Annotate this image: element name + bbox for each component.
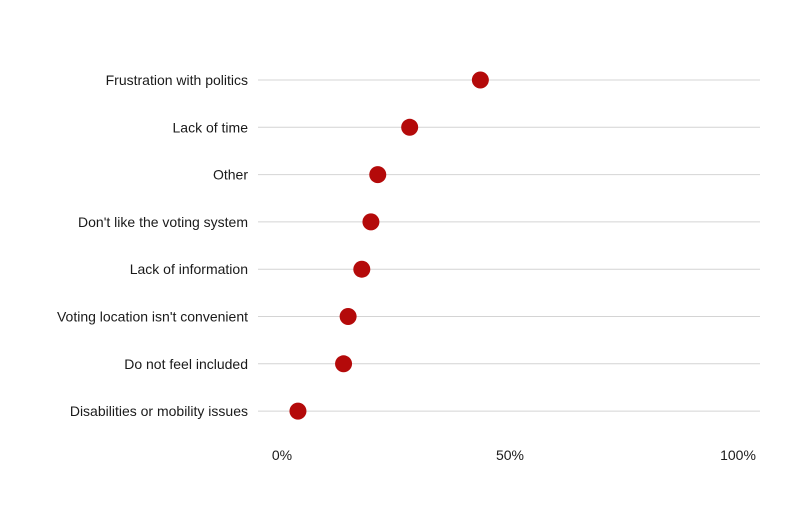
x-tick-label-100: 100% bbox=[720, 447, 756, 463]
category-label-voting-location-isn-t-convenient: Voting location isn't convenient bbox=[57, 309, 248, 325]
data-point-lack-of-time bbox=[401, 118, 419, 136]
category-label-do-not-feel-included: Do not feel included bbox=[124, 356, 248, 372]
data-point-disabilities-or-mobility-issues bbox=[289, 402, 307, 420]
category-label-frustration-with-politics: Frustration with politics bbox=[106, 72, 248, 88]
data-point-voting-location-isn-t-convenient bbox=[339, 308, 357, 325]
x-axis-ticks: 0% 50% 100% bbox=[272, 447, 756, 463]
data-point-do-not-feel-included bbox=[335, 355, 353, 373]
category-label-don-t-like-the-voting-system: Don't like the voting system bbox=[78, 214, 248, 230]
x-tick-label-50: 50% bbox=[496, 447, 524, 463]
data-point-don-t-like-the-voting-system bbox=[362, 213, 380, 231]
data-point-other bbox=[369, 166, 387, 184]
x-tick-label-0: 0% bbox=[272, 447, 292, 463]
category-label-disabilities-or-mobility-issues: Disabilities or mobility issues bbox=[70, 403, 248, 419]
data-point-lack-of-information bbox=[353, 260, 371, 278]
category-label-other: Other bbox=[213, 167, 248, 183]
gridlines bbox=[258, 79, 760, 412]
data-point-frustration-with-politics bbox=[471, 71, 489, 89]
category-label-lack-of-time: Lack of time bbox=[173, 119, 249, 135]
category-label-lack-of-information: Lack of information bbox=[130, 261, 248, 277]
data-points bbox=[289, 71, 489, 420]
category-labels: Frustration with politics Lack of time Oth… bbox=[57, 72, 248, 419]
